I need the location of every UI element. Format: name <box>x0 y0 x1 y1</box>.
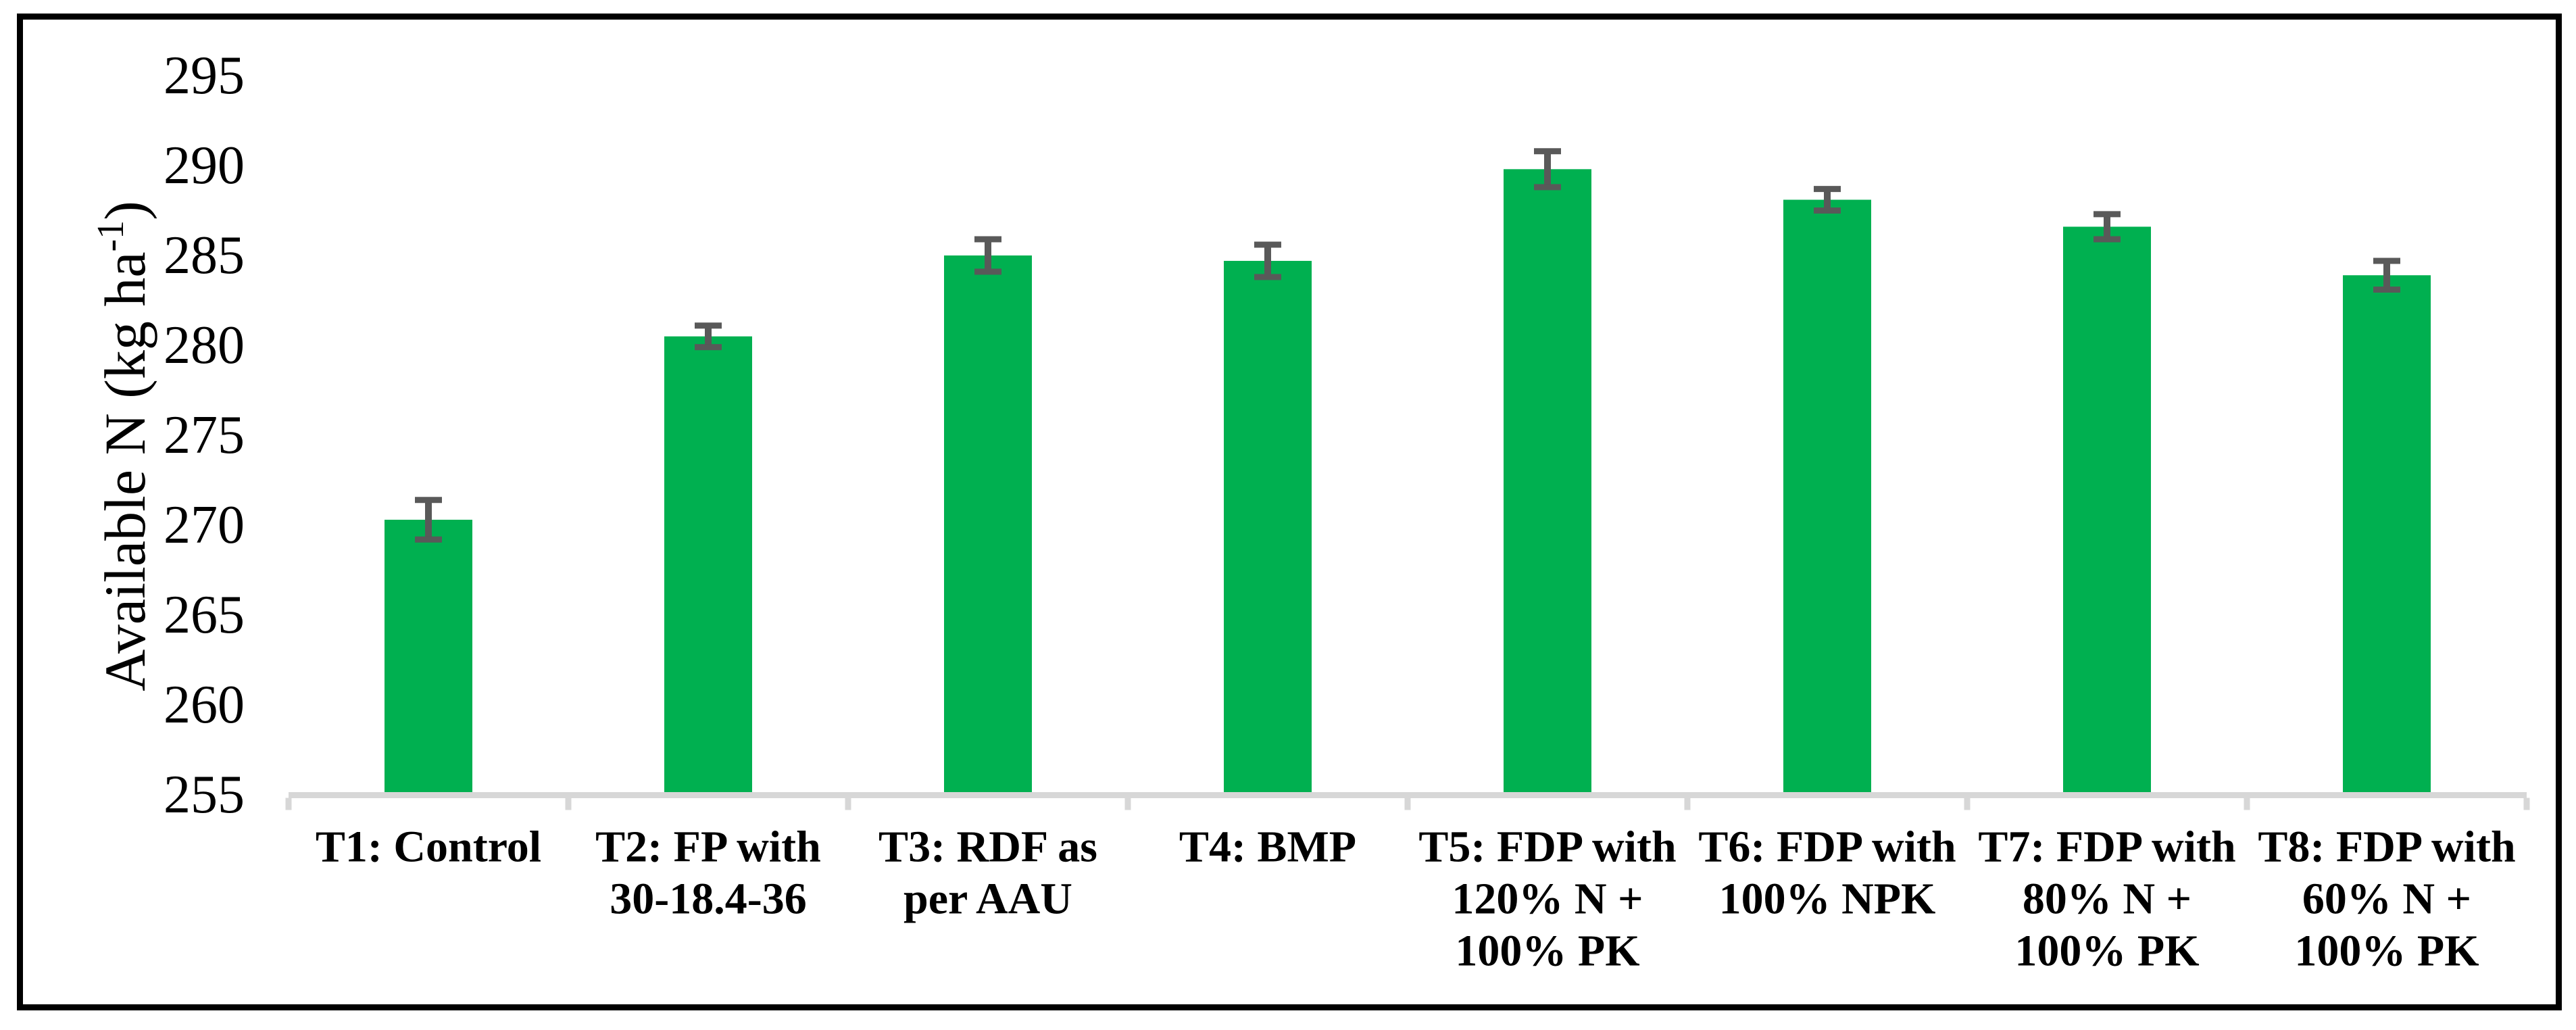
error-bar-t7 <box>2094 211 2121 243</box>
bar-t1 <box>385 520 472 792</box>
x-category-label-t8-line2: 60% N + <box>2302 875 2471 924</box>
y-tick-label: 260 <box>164 675 245 735</box>
error-bar-t1 <box>415 497 442 543</box>
error-bar-t2 <box>695 322 722 351</box>
x-category-label-t3-line1: T3: RDF as <box>878 823 1097 872</box>
error-bar-t4 <box>1254 241 1281 280</box>
error-bar-t6 <box>1814 186 1841 214</box>
x-category-label-t5-line1: T5: FDP with <box>1418 823 1676 872</box>
x-category-label-t7-line1: T7: FDP with <box>1978 823 2235 872</box>
y-tick-label: 285 <box>164 226 245 285</box>
bar-t6 <box>1783 199 1871 792</box>
error-bar-t8 <box>2373 258 2400 293</box>
y-tick-label: 295 <box>164 46 245 105</box>
error-bar-t5 <box>1534 148 1561 191</box>
bar-t4 <box>1224 260 1312 793</box>
y-tick-label: 280 <box>164 316 245 375</box>
x-category-label-t7-line3: 100% PK <box>2014 927 2199 976</box>
y-axis-title-text: Available N (kg ha-1) <box>90 201 157 691</box>
chart-border <box>17 14 2562 1010</box>
bar-t5 <box>1504 169 1591 792</box>
x-category-label-t4-line1: T4: BMP <box>1179 823 1356 872</box>
x-category-label-t8-line3: 100% PK <box>2294 927 2479 976</box>
plot-area: 255 260 265 270 275 280 285 290 295 T1: Control T2… <box>164 46 2530 976</box>
x-category-label-t1-line1: T1: Control <box>316 823 541 872</box>
bar-t7 <box>2063 226 2151 792</box>
error-bar-t3 <box>974 236 1001 275</box>
x-category-label-t2-line2: 30-18.4-36 <box>610 875 806 924</box>
x-category-label-t6-line1: T6: FDP with <box>1698 823 1956 872</box>
y-tick-label: 290 <box>164 136 245 195</box>
x-category-label-t5-line2: 120% N + <box>1452 875 1643 924</box>
x-category-label-t5-line3: 100% PK <box>1455 927 1639 976</box>
y-tick-label: 275 <box>164 406 245 465</box>
x-category-label-t7-line2: 80% N + <box>2023 875 2191 924</box>
x-category-label-t3-line2: per AAU <box>903 875 1072 924</box>
bar-t3 <box>944 255 1032 792</box>
y-tick-label: 265 <box>164 585 245 645</box>
x-category-label-t6-line2: 100% NPK <box>1719 875 1936 924</box>
bar-t2 <box>664 336 752 792</box>
y-tick-label: 255 <box>164 765 245 825</box>
y-axis-title: Available N (kg ha-1) <box>90 201 157 691</box>
x-category-label-t8-line1: T8: FDP with <box>2258 823 2515 872</box>
x-category-label-t2-line1: T2: FP with <box>595 823 821 872</box>
y-tick-label: 270 <box>164 495 245 555</box>
bar-t8 <box>2343 275 2431 792</box>
